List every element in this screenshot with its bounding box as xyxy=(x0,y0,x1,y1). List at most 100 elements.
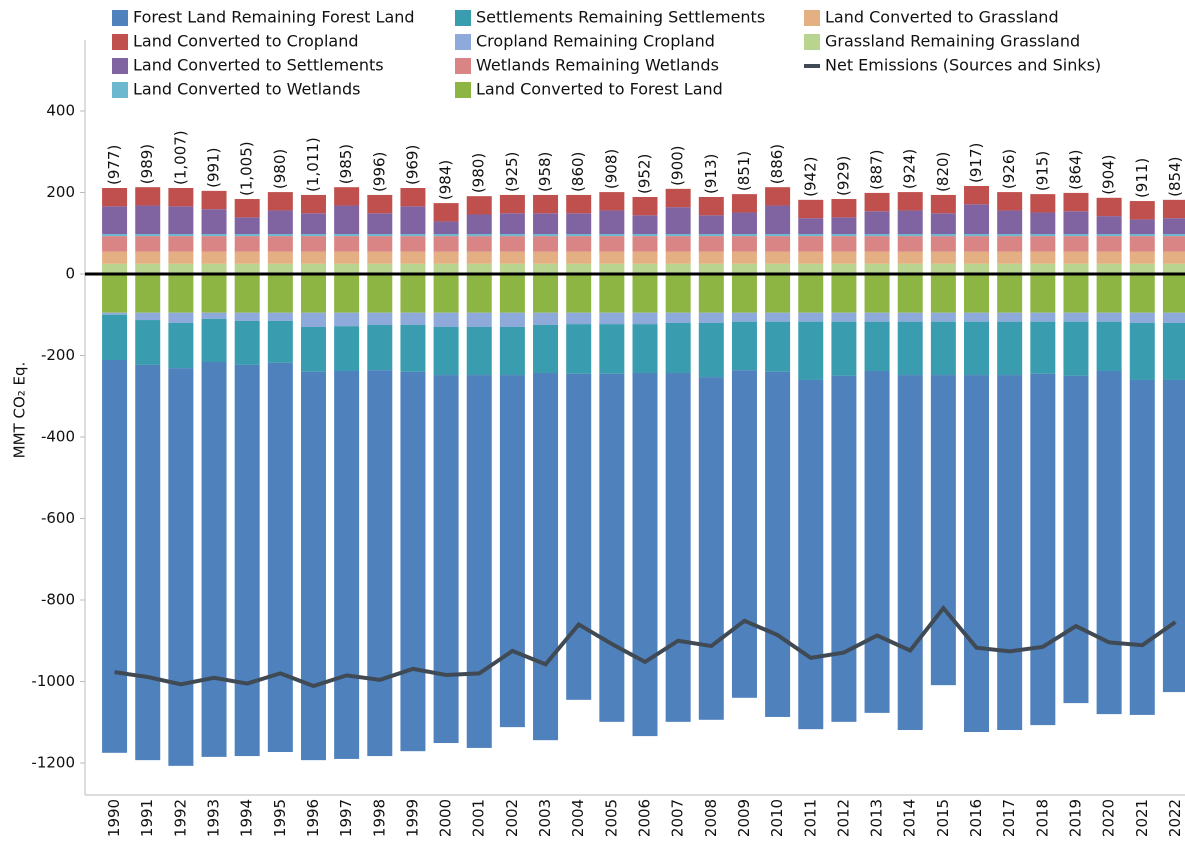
data-label: (886) xyxy=(768,144,786,184)
bar-segment xyxy=(798,234,824,237)
bar-segment xyxy=(1096,234,1122,237)
x-tick-label: 2000 xyxy=(437,799,455,837)
bar-segment xyxy=(533,194,559,214)
bar-segment xyxy=(466,236,492,252)
bar-segment xyxy=(334,326,360,371)
bar-segment xyxy=(466,274,492,313)
bar-segment xyxy=(1129,234,1155,237)
bar-segment xyxy=(102,312,128,315)
x-tick-label: 1992 xyxy=(171,799,189,837)
bar-segment xyxy=(1063,274,1089,313)
bar-segment xyxy=(566,274,592,313)
bar-segment xyxy=(731,263,757,274)
bar-segment xyxy=(102,206,128,235)
x-tick-label: 2020 xyxy=(1100,799,1118,837)
x-tick-label: 2006 xyxy=(636,799,654,837)
bar-segment xyxy=(897,375,923,730)
bar-segment xyxy=(267,320,293,363)
bar-segment xyxy=(1030,373,1056,726)
bar-segment xyxy=(1030,236,1056,252)
bar-segment xyxy=(267,251,293,264)
x-tick-label: 2010 xyxy=(768,799,786,837)
bar-segment xyxy=(566,236,592,252)
y-tick-label: 200 xyxy=(46,183,75,201)
bar-segment xyxy=(1063,211,1089,235)
bar-segment xyxy=(234,251,260,264)
bar-segment xyxy=(798,236,824,252)
bar-segment xyxy=(599,192,625,211)
data-label: (958) xyxy=(536,152,554,192)
data-label: (913) xyxy=(702,154,720,194)
bar-segment xyxy=(267,192,293,211)
bar-segment xyxy=(731,312,757,322)
legend-label: Settlements Remaining Settlements xyxy=(476,8,765,27)
bar-segment xyxy=(632,215,658,235)
data-label: (908) xyxy=(602,149,620,189)
bar-segment xyxy=(599,373,625,722)
bar-segment xyxy=(632,373,658,737)
bar-segment xyxy=(665,236,691,252)
bar-segment xyxy=(400,263,426,274)
bar-segment xyxy=(267,234,293,237)
bar-segment xyxy=(897,251,923,264)
bar-segment xyxy=(300,263,326,274)
bar-segment xyxy=(499,274,525,313)
data-label: (904) xyxy=(1100,154,1118,194)
bar-segment xyxy=(334,263,360,274)
bar-segment xyxy=(1129,263,1155,274)
x-tick-label: 2005 xyxy=(602,799,620,837)
bar-segment xyxy=(1162,218,1185,235)
bar-segment xyxy=(433,326,459,376)
bar-segment xyxy=(102,263,128,274)
bar-segment xyxy=(765,263,791,274)
bar-segment xyxy=(798,274,824,313)
bar-segment xyxy=(698,215,724,235)
bar-segment xyxy=(300,236,326,252)
bar-segment xyxy=(234,263,260,274)
x-tick-label: 1996 xyxy=(304,799,322,837)
legend-marker xyxy=(112,34,128,50)
bar-segment xyxy=(665,312,691,323)
bar-segment xyxy=(566,251,592,264)
legend-label: Wetlands Remaining Wetlands xyxy=(476,56,719,75)
bar-segment xyxy=(698,196,724,216)
bar-segment xyxy=(632,263,658,274)
bar-segment xyxy=(997,375,1023,730)
bar-segment xyxy=(400,188,426,207)
y-tick-label: -200 xyxy=(41,346,75,364)
y-tick-label: -400 xyxy=(41,428,75,446)
legend-label: Net Emissions (Sources and Sinks) xyxy=(825,56,1101,75)
bar-segment xyxy=(765,321,791,372)
bar-segment xyxy=(1096,263,1122,274)
bar-segment xyxy=(267,263,293,274)
data-label: (942) xyxy=(801,156,819,196)
bar-segment xyxy=(1096,197,1122,217)
bar-segment xyxy=(533,236,559,252)
data-label: (851) xyxy=(735,151,753,191)
bar-segment xyxy=(1162,312,1185,323)
bar-segment xyxy=(566,234,592,237)
bar-segment xyxy=(831,199,857,218)
bar-segment xyxy=(433,263,459,274)
bar-segment xyxy=(168,263,194,274)
bar-segment xyxy=(135,251,161,264)
bar-segment xyxy=(533,324,559,374)
bar-segment xyxy=(765,312,791,322)
data-label: (860) xyxy=(569,152,587,192)
x-tick-label: 2001 xyxy=(470,799,488,837)
bar-segment xyxy=(367,274,393,313)
bar-segment xyxy=(731,274,757,313)
bar-segment xyxy=(997,192,1023,211)
bar-segment xyxy=(367,370,393,757)
bar-segment xyxy=(533,213,559,235)
bar-segment xyxy=(267,210,293,235)
bar-segment xyxy=(400,251,426,264)
data-label: (952) xyxy=(636,154,654,194)
bar-segment xyxy=(1162,251,1185,264)
bar-segment xyxy=(831,217,857,235)
bar-segment xyxy=(930,263,956,274)
bar-segment xyxy=(1063,192,1089,212)
legend-marker xyxy=(112,10,128,26)
data-label: (989) xyxy=(138,144,156,184)
legend-marker xyxy=(455,58,471,74)
